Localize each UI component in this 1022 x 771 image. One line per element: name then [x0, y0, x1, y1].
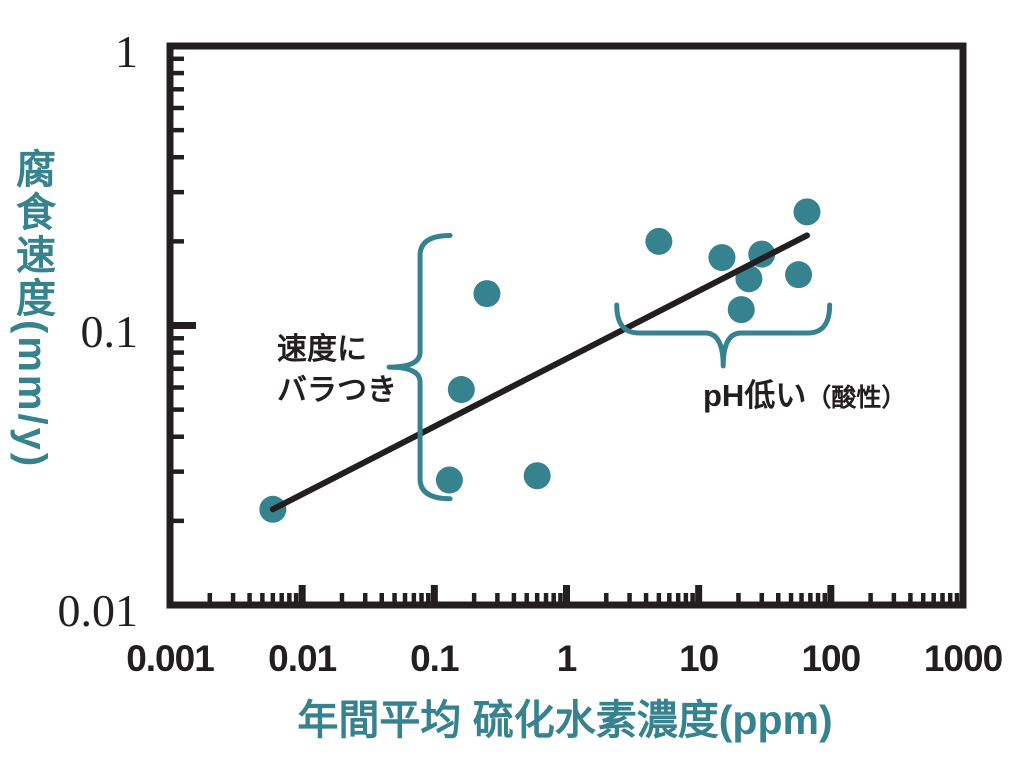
speed-variance-line1: 速度に	[277, 333, 367, 366]
x-tick-label: 0.001	[126, 638, 215, 679]
x-tick-label: 1000	[923, 638, 1003, 679]
y-axis-title: 腐食速度(mm/y)	[10, 148, 54, 470]
x-tick-label: 1	[556, 638, 578, 679]
data-point	[708, 244, 736, 272]
trend-line	[269, 232, 810, 513]
y-tick-label: 0.01	[57, 585, 139, 636]
data-point	[523, 462, 551, 490]
low-ph-text: pH低い	[703, 378, 807, 413]
low-ph-brace	[614, 302, 833, 369]
low-ph-suffix: （酸性）	[806, 384, 907, 412]
x-tick-label: 0.01	[268, 638, 337, 679]
data-point	[435, 466, 463, 494]
data-point	[473, 280, 501, 308]
data-point	[793, 198, 821, 226]
speed-variance-line2: バラつき	[277, 374, 397, 407]
low-ph-annotation: pH低い（酸性）	[703, 378, 907, 413]
x-tick-label: 0.1	[410, 638, 459, 679]
data-point	[645, 227, 673, 255]
speed-variance-annotation: 速度に バラつき	[277, 329, 397, 411]
data-point	[727, 296, 755, 324]
data-point	[447, 376, 475, 404]
x-axis-title: 年間平均 硫化水素濃度(ppm)	[297, 697, 833, 743]
axis-box	[166, 42, 967, 609]
x-tick-label: 10	[679, 638, 719, 679]
speed-variance-brace	[386, 232, 453, 502]
y-tick-label: 1	[115, 26, 138, 77]
data-point	[785, 261, 813, 289]
y-tick-label: 0.1	[80, 305, 139, 357]
x-tick-label: 100	[801, 638, 861, 679]
